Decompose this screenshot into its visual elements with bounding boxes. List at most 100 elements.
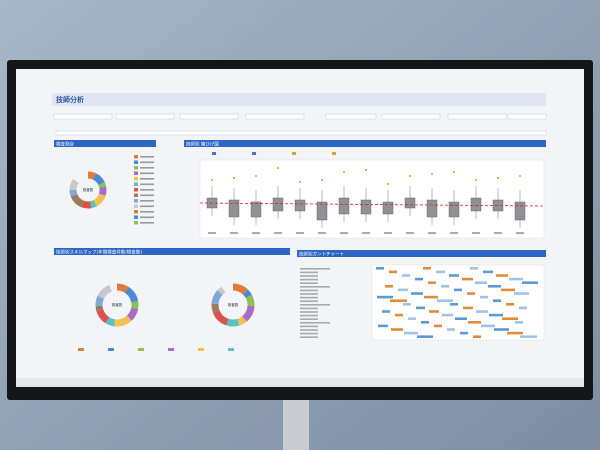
row-label bbox=[300, 296, 318, 299]
box bbox=[272, 197, 284, 212]
filter[interactable] bbox=[115, 113, 175, 120]
gantt-bar bbox=[421, 321, 429, 324]
filter[interactable] bbox=[179, 113, 239, 120]
row-label bbox=[300, 300, 318, 302]
gantt-bar bbox=[476, 310, 488, 313]
axis-label bbox=[340, 232, 348, 234]
header-bar bbox=[52, 93, 546, 106]
gantt-bar bbox=[417, 335, 433, 338]
gantt-bar bbox=[463, 306, 473, 310]
legend-swatch bbox=[134, 166, 138, 170]
gantt-bar bbox=[455, 317, 467, 320]
donut-segment bbox=[69, 171, 107, 209]
donut-segment bbox=[95, 283, 139, 327]
outlier bbox=[475, 179, 477, 181]
legend-swatch bbox=[78, 348, 84, 351]
legend-swatch bbox=[108, 348, 114, 351]
axis-label bbox=[274, 232, 282, 234]
gantt-bar bbox=[441, 285, 449, 288]
donut-center-label: 検査数 bbox=[83, 187, 94, 192]
axis-label bbox=[428, 232, 436, 234]
gantt-bar bbox=[488, 285, 501, 288]
row-label bbox=[300, 275, 318, 277]
filter[interactable] bbox=[55, 130, 547, 136]
legend-text bbox=[140, 205, 154, 208]
box bbox=[426, 199, 438, 218]
gantt-bar bbox=[416, 306, 425, 310]
gantt-bar bbox=[506, 303, 514, 306]
outlier bbox=[277, 167, 279, 169]
gantt-bar bbox=[377, 295, 393, 299]
legend-swatch bbox=[168, 348, 174, 351]
donut-segment bbox=[95, 283, 139, 327]
gantt-bar bbox=[467, 292, 475, 295]
row-label bbox=[300, 304, 330, 306]
axis-label bbox=[406, 232, 414, 234]
outlier bbox=[453, 171, 455, 173]
gantt-bar bbox=[515, 321, 523, 324]
gantt-bar bbox=[470, 267, 478, 270]
row-label bbox=[300, 325, 318, 328]
legend-swatch bbox=[134, 188, 138, 192]
row-label bbox=[300, 329, 318, 331]
plot-area bbox=[199, 159, 545, 239]
panel-header bbox=[54, 140, 156, 147]
outlier bbox=[387, 183, 389, 185]
legend-swatch bbox=[332, 152, 336, 155]
axis-label bbox=[384, 232, 392, 234]
gantt-bar bbox=[514, 292, 529, 295]
legend-swatch bbox=[134, 182, 138, 186]
row-label bbox=[300, 322, 330, 324]
box bbox=[338, 197, 350, 215]
row-label bbox=[300, 278, 318, 281]
outlier bbox=[431, 173, 433, 175]
legend-swatch bbox=[228, 348, 234, 351]
filter[interactable] bbox=[507, 113, 547, 120]
donut-segment bbox=[69, 171, 107, 209]
row-label bbox=[300, 293, 318, 295]
gantt-bar bbox=[496, 274, 508, 277]
legend-swatch bbox=[134, 210, 138, 214]
filter[interactable] bbox=[245, 113, 305, 120]
axis-label bbox=[252, 232, 260, 234]
axis-label bbox=[208, 232, 216, 234]
gantt-bar bbox=[454, 288, 462, 292]
outlier bbox=[497, 177, 499, 179]
filter[interactable] bbox=[447, 113, 507, 120]
donut-segment bbox=[211, 283, 255, 327]
gantt-bar bbox=[378, 324, 388, 328]
legend-text bbox=[140, 183, 154, 186]
outlier bbox=[519, 175, 521, 177]
legend-swatch bbox=[134, 171, 138, 175]
gantt-bar bbox=[382, 310, 390, 313]
box bbox=[492, 199, 504, 212]
axis-label bbox=[494, 232, 502, 234]
outlier bbox=[321, 179, 323, 181]
gantt-bar bbox=[434, 324, 442, 328]
gantt-bar bbox=[411, 292, 423, 295]
gantt-bar bbox=[468, 321, 481, 324]
axis-label bbox=[318, 232, 326, 234]
donut-segment bbox=[69, 171, 107, 209]
row-label bbox=[300, 311, 318, 313]
legend-text bbox=[140, 211, 154, 213]
panel-title: 検査割合 bbox=[56, 141, 74, 148]
filter[interactable] bbox=[53, 113, 113, 120]
gantt-bar bbox=[480, 295, 488, 299]
gantt-bar bbox=[424, 295, 438, 299]
row-label bbox=[300, 282, 318, 284]
gantt-bar bbox=[402, 274, 410, 277]
donut-segment bbox=[211, 283, 255, 327]
filter[interactable] bbox=[325, 113, 377, 120]
box bbox=[360, 199, 372, 215]
gantt-bar bbox=[429, 310, 439, 313]
gantt-bar bbox=[408, 317, 416, 320]
legend-text bbox=[140, 222, 154, 224]
filter[interactable] bbox=[381, 113, 441, 120]
panel-title: 技師別ガントチャート bbox=[299, 251, 344, 258]
donut-segment bbox=[211, 283, 255, 327]
legend-swatch bbox=[134, 221, 138, 225]
donut-center-label: 検査数 bbox=[228, 302, 239, 307]
axis-label bbox=[296, 232, 304, 234]
